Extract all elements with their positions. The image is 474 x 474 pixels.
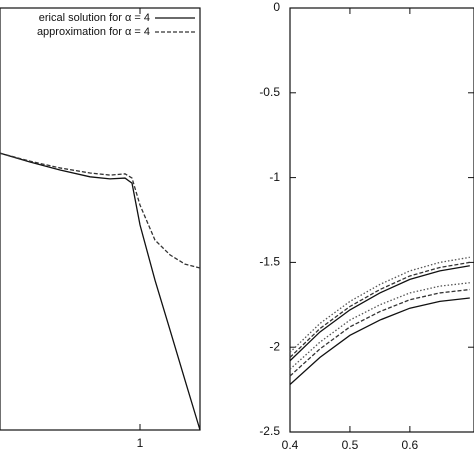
data-line xyxy=(289,256,470,353)
y-tick-label: -0.5 xyxy=(259,85,280,99)
x-tick-label: 0.4 xyxy=(282,438,299,452)
y-tick-label: -2 xyxy=(269,339,280,353)
legend-label: erical solution for α = 4 xyxy=(39,12,150,24)
y-tick-label: 0 xyxy=(273,0,280,14)
x-tick-label: 1 xyxy=(137,436,144,450)
plot-frame xyxy=(289,7,474,433)
y-tick-label: -1 xyxy=(269,170,280,184)
y-tick-label: -1.5 xyxy=(259,255,280,269)
y-tick-label: -2.5 xyxy=(259,424,280,438)
data-line xyxy=(289,297,470,385)
x-tick-label: 0.5 xyxy=(342,438,359,452)
x-tick-label: 0.6 xyxy=(402,438,419,452)
legend-label: approximation for α = 4 xyxy=(37,26,150,38)
plot-frame xyxy=(0,7,201,431)
data-line xyxy=(289,282,470,370)
data-line xyxy=(0,152,201,431)
data-line xyxy=(0,152,201,269)
data-line xyxy=(289,265,470,362)
data-line xyxy=(289,288,470,377)
data-line xyxy=(289,261,470,358)
